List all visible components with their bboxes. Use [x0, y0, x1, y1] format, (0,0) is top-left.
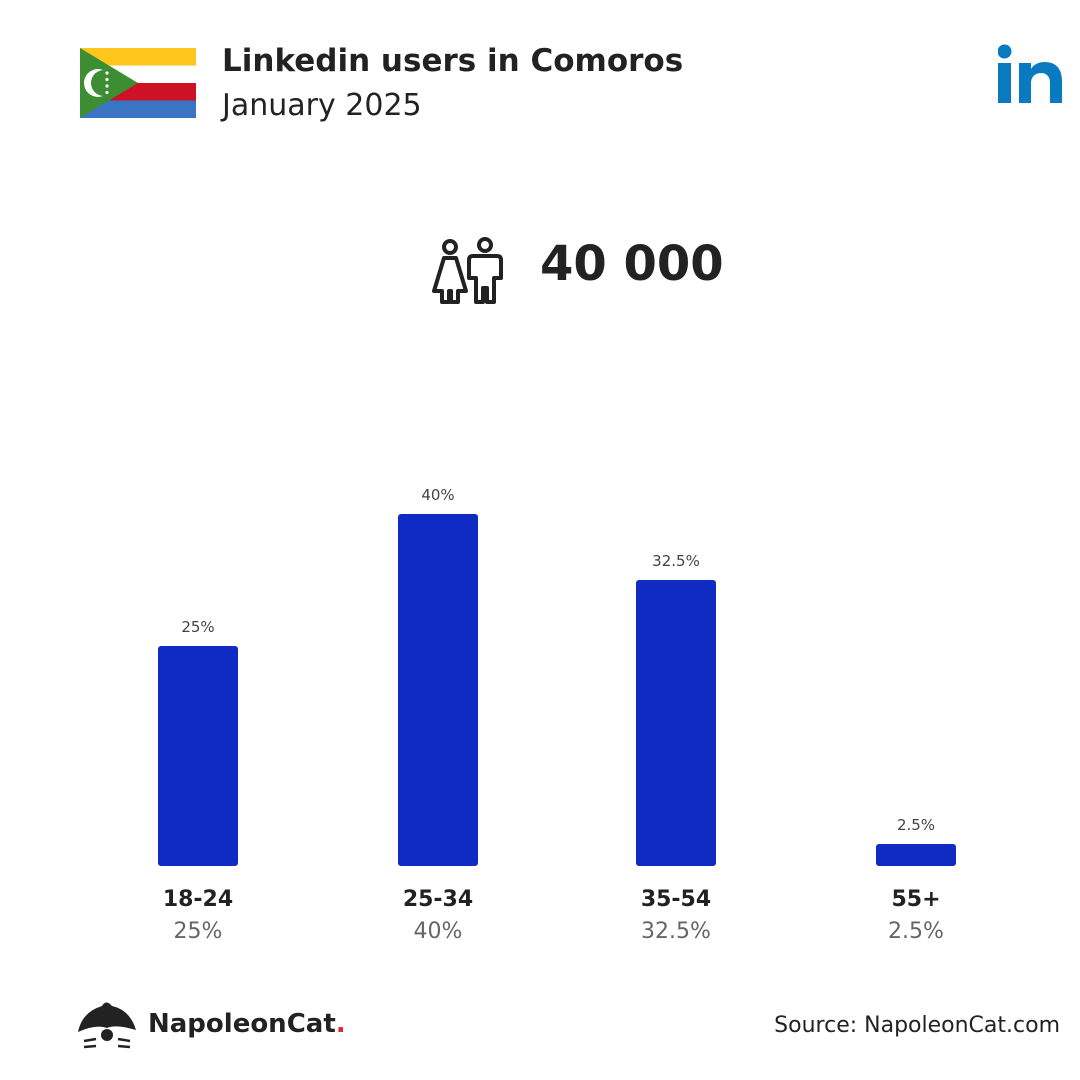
x-tick-label: 25-34 — [403, 887, 473, 912]
bar-25-34 — [398, 514, 478, 866]
page-subtitle: January 2025 — [222, 88, 422, 123]
napoleoncat-logo-icon — [78, 1002, 136, 1049]
x-tick-label: 55+ — [891, 887, 940, 912]
x-tick-sublabel: 40% — [414, 919, 463, 944]
x-tick-label: 18-24 — [163, 887, 233, 912]
brand-dot: . — [335, 1009, 346, 1039]
bar-value-label: 32.5% — [652, 552, 700, 570]
x-tick-label: 35-54 — [641, 887, 711, 912]
brand-name: NapoleonCat. — [148, 1009, 346, 1039]
source-credit: Source: NapoleonCat.com — [774, 1013, 1060, 1038]
x-tick-sublabel: 25% — [174, 919, 223, 944]
bar-55+ — [876, 844, 956, 866]
bar-value-label: 2.5% — [897, 816, 935, 834]
linkedin-logo-icon — [998, 44, 1062, 103]
total-users-value: 40 000 — [540, 236, 724, 292]
x-tick-sublabel: 2.5% — [888, 919, 944, 944]
bar-value-label: 25% — [181, 618, 214, 636]
bar-value-label: 40% — [421, 486, 454, 504]
x-tick-sublabel: 32.5% — [641, 919, 711, 944]
bar-18-24 — [158, 646, 238, 866]
page-title: Linkedin users in Comoros — [222, 43, 684, 79]
bar-35-54 — [636, 580, 716, 866]
people-icon — [432, 237, 503, 304]
comoros-flag-icon — [80, 48, 196, 118]
brand-name-text: NapoleonCat — [148, 1009, 336, 1039]
